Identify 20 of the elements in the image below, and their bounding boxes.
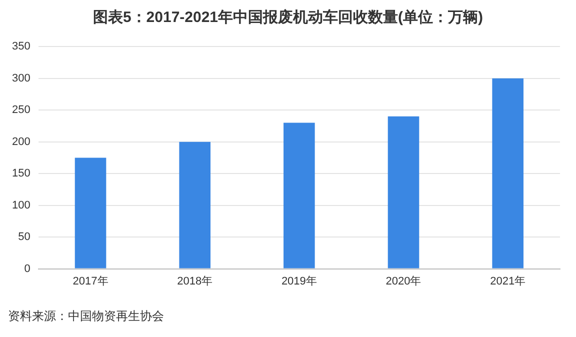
chart-title: 图表5：2017-2021年中国报废机动车回收数量(单位：万辆): [92, 8, 484, 28]
bar: [179, 142, 210, 268]
bar: [388, 116, 420, 268]
y-tick-label: 150: [12, 168, 30, 180]
x-tick-label: 2017年: [72, 275, 108, 288]
y-tick-label: 100: [12, 199, 30, 212]
y-tick-label: 300: [12, 72, 30, 84]
text: 资料来源：中国物资再生协会: [8, 308, 164, 325]
x-tick-label: 2018年: [177, 275, 213, 288]
bar: [74, 158, 106, 268]
y-tick-label: 0: [24, 262, 30, 275]
bar: [284, 122, 315, 268]
y-tick-label: 50: [18, 231, 30, 244]
y-tick-label: 350: [12, 40, 30, 53]
bar: [492, 78, 524, 268]
x-tick-label: 2020年: [386, 275, 422, 288]
x-tick-label: 2019年: [281, 275, 317, 288]
y-tick-label: 250: [12, 104, 30, 116]
y-tick-label: 200: [12, 136, 30, 148]
x-tick-label: 2021年: [490, 275, 526, 288]
